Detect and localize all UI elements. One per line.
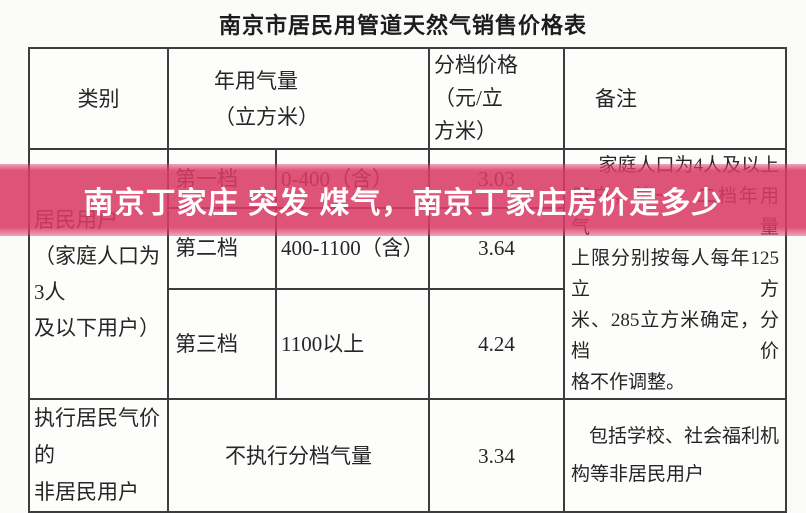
- non-residential-remark-line2: 构等非居民用户: [571, 463, 705, 485]
- gas-price-table: 类别 年用气量 （立方米） 分档价格（元/立 方米） 备注 居民用户 （家庭人口…: [28, 47, 787, 513]
- tier3-price: 4.24: [428, 287, 565, 400]
- non-residential-category-line1: 执行居民气价的: [34, 406, 160, 467]
- table-title: 南京市居民用管道天然气销售价格表: [218, 13, 587, 38]
- residential-remark-line3: 上限分别按每人每年125立方: [571, 248, 779, 300]
- non-residential-category-cell: 执行居民气价的 非居民用户: [28, 398, 169, 513]
- residential-remark-line4: 米、285立方米确定，分档价: [571, 310, 779, 362]
- header-remark: 备注: [563, 47, 787, 150]
- non-residential-remark-line1: 包括学校、社会福利机: [588, 425, 779, 447]
- news-banner-text: 南京丁家庄 突发 煤气，南京丁家庄房价是多少: [83, 187, 723, 220]
- tier3-row: 第三档 1100以上 4.24: [29, 287, 786, 400]
- non-residential-volume: 不执行分档气量: [167, 398, 430, 513]
- header-row: 类别 年用气量 （立方米） 分档价格（元/立 方米） 备注: [28, 47, 787, 150]
- non-residential-row: 执行居民气价的 非居民用户 不执行分档气量 3.34 包括学校、社会福利机 构等…: [28, 398, 787, 513]
- tier3-range: 1100以上: [275, 287, 430, 400]
- residential-category-line3: 及以下用户）: [34, 316, 160, 340]
- residential-remark-line5: 格不作调整。: [571, 372, 686, 393]
- header-annual-volume-line1: 年用气量: [214, 68, 298, 93]
- non-residential-price: 3.34: [428, 398, 565, 513]
- header-tier-price-line2: 方米）: [434, 119, 497, 143]
- page: 南京市居民用管道天然气销售价格表 类别 年用气量 （立方米） 分档价格（元/立 …: [0, 13, 806, 513]
- header-tier-price: 分档价格（元/立 方米）: [428, 47, 565, 150]
- header-category: 类别: [28, 47, 169, 150]
- news-banner-overlay: 南京丁家庄 突发 煤气，南京丁家庄房价是多少: [0, 164, 806, 236]
- tier3-name: 第三档: [167, 287, 277, 400]
- residential-category-line2: （家庭人口为3人: [34, 244, 160, 304]
- non-residential-category-line2: 非居民用户: [34, 480, 139, 504]
- header-tier-price-line1: 分档价格（元/立: [434, 53, 518, 110]
- header-annual-volume-line2: （立方米）: [214, 104, 319, 129]
- non-residential-remark-cell: 包括学校、社会福利机 构等非居民用户: [563, 398, 787, 513]
- header-annual-volume: 年用气量 （立方米）: [167, 47, 430, 150]
